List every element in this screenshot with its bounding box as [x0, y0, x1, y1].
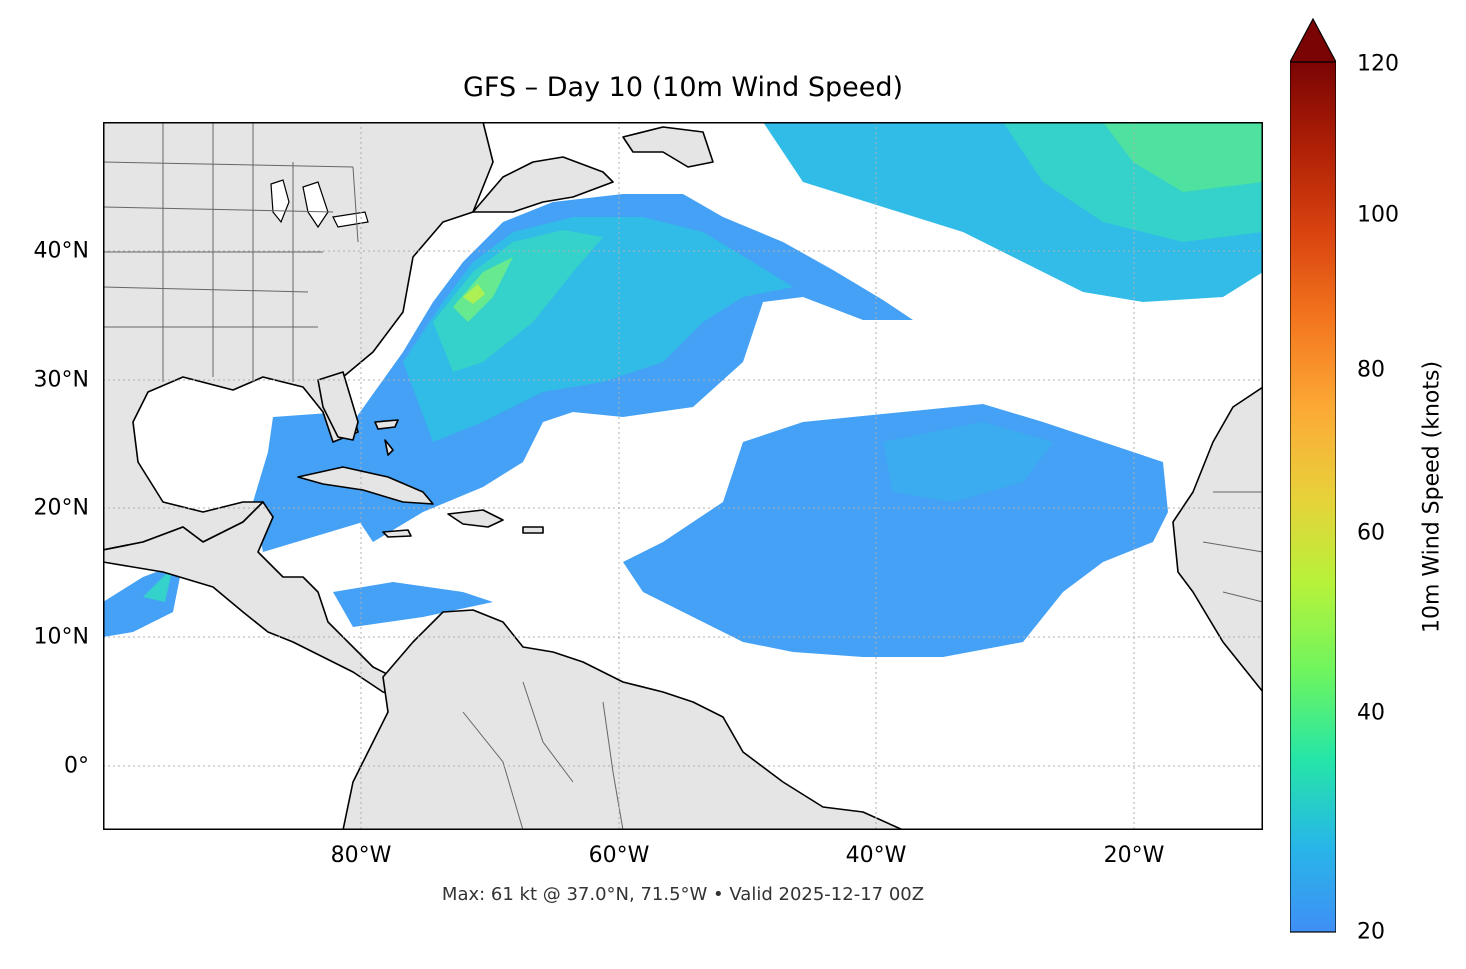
political-borders [103, 122, 1263, 830]
colorbar-tick-label: 20 [1357, 919, 1385, 945]
lon-tick-label: 20°W [1103, 843, 1165, 868]
colorbar-gradient [1290, 61, 1336, 933]
colorbar-tick-label: 120 [1357, 51, 1399, 77]
great-lakes [270, 179, 369, 229]
land-masses [103, 122, 1263, 830]
colorbar-label: 10m Wind Speed (knots) [1419, 360, 1445, 634]
lat-tick-label: 40°N [33, 238, 89, 264]
colorbar-tick-label: 80 [1357, 357, 1385, 383]
lat-tick-label: 0° [64, 753, 89, 779]
lat-tick-label: 20°N [33, 495, 89, 521]
colorbar [1290, 18, 1336, 933]
lat-tick-label: 10°N [33, 624, 89, 650]
graticule [103, 122, 1263, 830]
wind-speed-field [103, 122, 1263, 657]
lon-tick-label: 40°W [845, 843, 907, 868]
colorbar-extend-arrow [1290, 18, 1336, 63]
map-panel [103, 122, 1263, 830]
map-border [103, 122, 1263, 830]
lon-tick-label: 60°W [588, 843, 650, 868]
colorbar-tick-label: 60 [1357, 520, 1385, 546]
lon-tick-label: 80°W [330, 843, 392, 868]
map-title: GFS – Day 10 (10m Wind Speed) [462, 72, 903, 103]
max-wind-footer: Max: 61 kt @ 37.0°N, 71.5°W • Valid 2025… [441, 884, 925, 905]
colorbar-tick-label: 100 [1357, 202, 1399, 228]
lat-tick-label: 30°N [33, 367, 89, 393]
colorbar-tick-label: 40 [1357, 700, 1385, 726]
